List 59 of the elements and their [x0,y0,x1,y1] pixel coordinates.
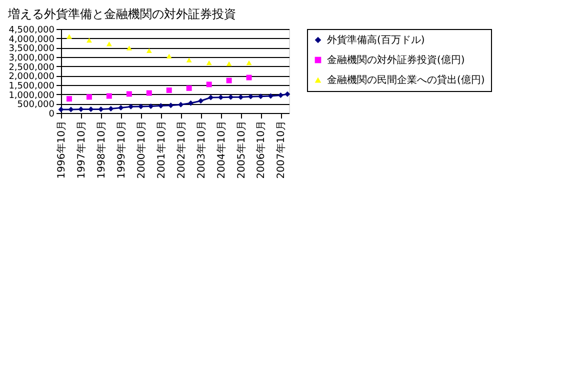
point [226,61,232,66]
point [166,87,172,93]
y-tick-label: 0 [48,110,55,120]
point [118,105,124,111]
point [278,92,284,98]
point [228,94,234,100]
y-tick-label: 2,000,000 [8,72,55,82]
point [166,54,172,58]
point [68,106,74,112]
point [186,85,192,91]
point [106,42,112,46]
x-tick-label: 2007年10月 [275,120,288,179]
point [86,94,92,100]
x-tick-label: 2003年10月 [195,120,208,179]
point [226,78,232,84]
y-tick-label: 500,000 [17,100,55,110]
point [128,104,134,110]
point [246,60,252,66]
legend-label: 金融機関の対外証券投資(億円) [327,54,465,66]
y-tick-label: 1,000,000 [8,90,55,101]
point [206,82,212,88]
y-tick-label: 4,500,000 [8,26,55,36]
point [86,38,92,43]
x-tick-label: 1996年10月 [56,120,68,179]
point [206,60,212,66]
point [66,96,72,102]
legend-label: 外貨準備高(百万ドル) [327,34,425,46]
point [146,90,152,96]
y-tick-label: 1,500,000 [8,82,55,92]
x-tick-label: 2002年10月 [175,120,188,179]
legend-label: 金融機関の民間企業への貸出(億円) [327,74,485,86]
point [126,91,132,97]
x-tick-label: 2000年10月 [135,120,148,179]
point [178,102,184,108]
y-tick-label: 3,000,000 [8,54,55,64]
x-tick-label: 1998年10月 [95,120,108,179]
point [168,102,174,108]
point [108,106,114,112]
point [188,100,194,106]
x-tick-label: 2001年10月 [155,120,168,179]
x-tick-label: 1997年10月 [75,120,88,179]
point [198,98,204,104]
point [158,102,164,108]
point [148,104,154,110]
x-tick-label: 2004年10月 [215,120,228,179]
x-tick-label: 1999年10月 [115,120,128,179]
x-tick-label: 2005年10月 [235,120,248,179]
point [106,93,112,99]
chart-title: 増える外貨準備と金融機関の対外証券投資 [7,7,236,21]
y-tick-label: 4,000,000 [8,34,55,45]
point [246,74,252,80]
point [284,91,290,97]
point [66,34,72,39]
y-tick-label: 2,500,000 [8,62,55,73]
y-tick-label: 3,500,000 [8,44,55,54]
point [126,46,132,50]
point [146,48,152,54]
x-tick-label: 2006年10月 [255,120,268,179]
point [186,58,192,62]
